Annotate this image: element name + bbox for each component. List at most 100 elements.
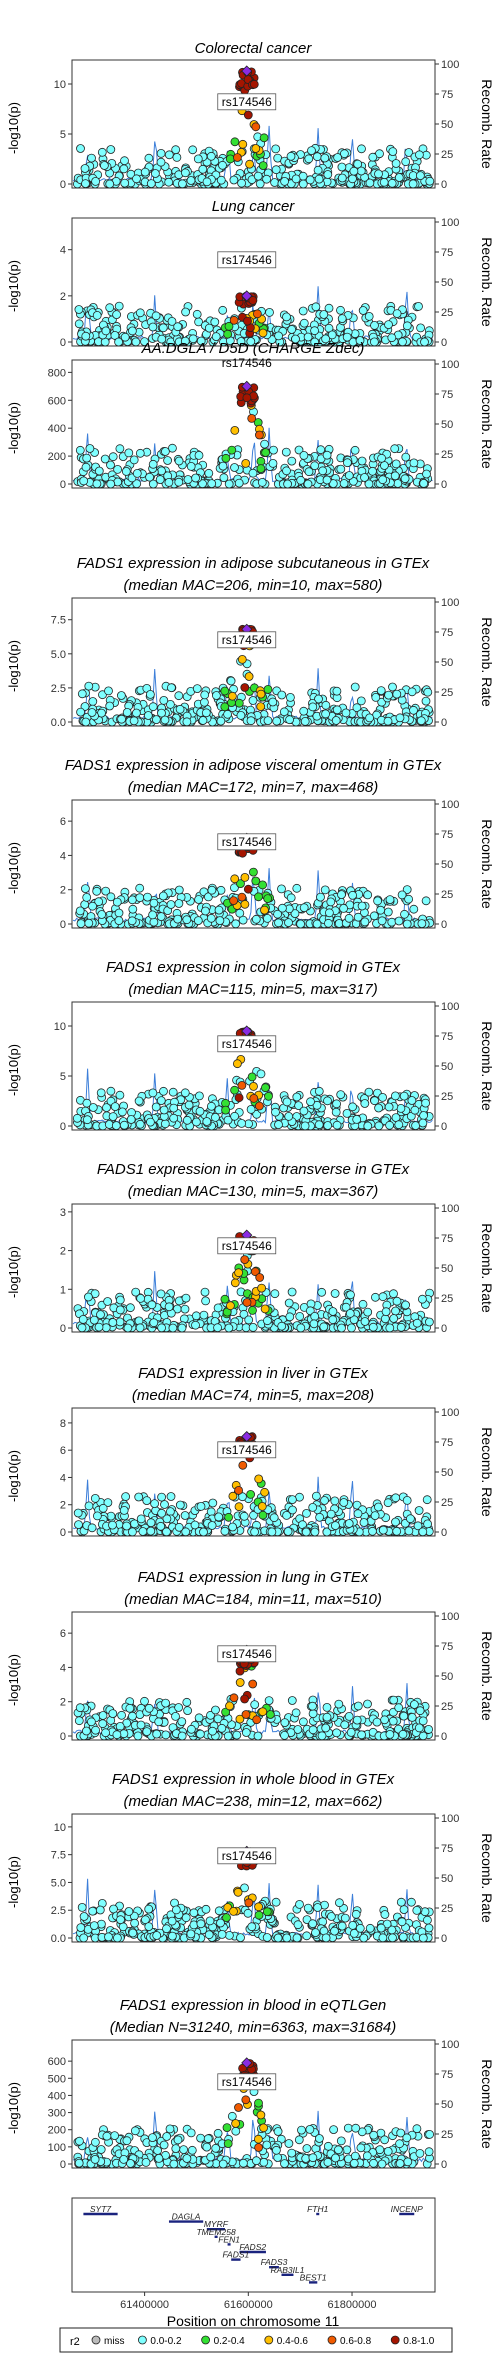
snp-point — [417, 1294, 427, 1304]
snp-point — [424, 1923, 434, 1933]
snp-point — [350, 445, 360, 455]
snp-point — [116, 1915, 125, 1925]
snp-point — [234, 1502, 244, 1512]
snp-point — [383, 716, 393, 726]
snp-point — [319, 1322, 329, 1332]
snp-point — [229, 1693, 239, 1703]
y2-tick-label: 100 — [441, 217, 459, 229]
snp-point — [287, 456, 297, 466]
snp-point — [128, 1928, 138, 1938]
snp-point — [369, 2130, 379, 2140]
snp-point — [254, 430, 264, 440]
snp-point — [356, 2143, 366, 2153]
snp-point — [242, 1298, 252, 1307]
snp-point — [380, 2135, 390, 2145]
snp-point — [256, 464, 266, 474]
snp-point — [182, 2154, 192, 2163]
snp-point — [225, 154, 235, 164]
snp-point — [183, 1706, 193, 1715]
snp-point — [254, 1902, 264, 1912]
snp-point — [224, 1512, 234, 1522]
snp-point — [196, 1502, 206, 1511]
snp-point — [105, 701, 115, 711]
snp-point — [407, 687, 417, 697]
snp-point — [254, 1910, 264, 1920]
snp-point — [169, 1113, 179, 1123]
snp-point — [237, 178, 247, 188]
snp-point — [270, 1289, 280, 1299]
lead-snp-label: rs174546 — [222, 1647, 272, 1661]
snp-point — [237, 1119, 247, 1128]
snp-point — [225, 1701, 235, 1711]
snp-point — [159, 2140, 169, 2150]
snp-point — [392, 1296, 402, 1306]
snp-point — [180, 1088, 190, 1098]
snp-point — [340, 1720, 350, 1730]
snp-point — [173, 914, 183, 924]
snp-point — [171, 1712, 180, 1721]
snp-point — [299, 903, 309, 913]
snp-point — [307, 146, 316, 156]
snp-point — [160, 1500, 169, 1509]
snp-point — [230, 425, 240, 435]
y-tick-label: 6 — [60, 1445, 66, 1457]
snp-point — [145, 690, 155, 699]
snp-point — [394, 916, 404, 926]
snp-point — [395, 2139, 405, 2149]
y-axis-label: -log10(p) — [6, 1246, 21, 1298]
panel-subtitle: (Median N=31240, min=6363, max=31684) — [110, 2019, 396, 2036]
snp-point — [148, 1088, 158, 1098]
snp-point — [181, 307, 191, 317]
snp-point — [181, 1913, 191, 1923]
y-tick-label: 0 — [60, 1323, 66, 1335]
snp-point — [169, 1103, 179, 1113]
snp-point — [396, 1897, 406, 1907]
snp-point — [317, 1287, 327, 1297]
y-tick-label: 400 — [48, 423, 66, 435]
snp-point — [74, 305, 84, 314]
y2-tick-label: 25 — [441, 1293, 453, 1305]
snp-point — [357, 901, 367, 911]
snp-point — [119, 1120, 129, 1130]
snp-point — [385, 895, 395, 904]
y-tick-label: 5.0 — [51, 649, 66, 661]
snp-point — [343, 2123, 353, 2133]
snp-point — [114, 916, 124, 925]
snp-point — [117, 714, 126, 724]
snp-point — [189, 1908, 199, 1918]
snp-point — [405, 1514, 415, 1524]
snp-point — [214, 1512, 224, 1522]
snp-point — [410, 1105, 420, 1115]
y2-tick-label: 25 — [441, 1701, 453, 1713]
snp-point — [244, 1898, 254, 1908]
snp-point — [330, 1496, 340, 1506]
snp-point — [390, 444, 400, 454]
snp-point — [171, 1905, 181, 1915]
snp-point — [211, 691, 221, 700]
snp-point — [236, 1933, 245, 1942]
y-axis-label: -log10(p) — [6, 402, 21, 454]
snp-point — [303, 332, 313, 342]
snp-point — [125, 1703, 135, 1713]
snp-point — [238, 1460, 248, 1470]
snp-point — [348, 890, 358, 900]
snp-point — [180, 336, 190, 346]
y-tick-label: 400 — [48, 2090, 66, 2102]
snp-point — [148, 322, 158, 332]
snp-point — [120, 332, 130, 342]
snp-point — [207, 885, 217, 895]
snp-point — [200, 906, 210, 916]
legend-swatch — [264, 2335, 274, 2345]
snp-point — [392, 689, 402, 699]
snp-point — [115, 1305, 125, 1315]
snp-point — [182, 915, 192, 925]
snp-point — [156, 157, 166, 167]
y2-tick-label: 75 — [441, 1233, 453, 1245]
snp-point — [117, 1710, 126, 1720]
legend-label: 0.0-0.2 — [150, 2336, 182, 2347]
snp-point — [248, 468, 258, 478]
legend-swatch — [390, 2335, 400, 2345]
snp-point — [228, 1522, 238, 1532]
snp-point — [299, 318, 309, 328]
snp-point — [418, 1527, 428, 1537]
